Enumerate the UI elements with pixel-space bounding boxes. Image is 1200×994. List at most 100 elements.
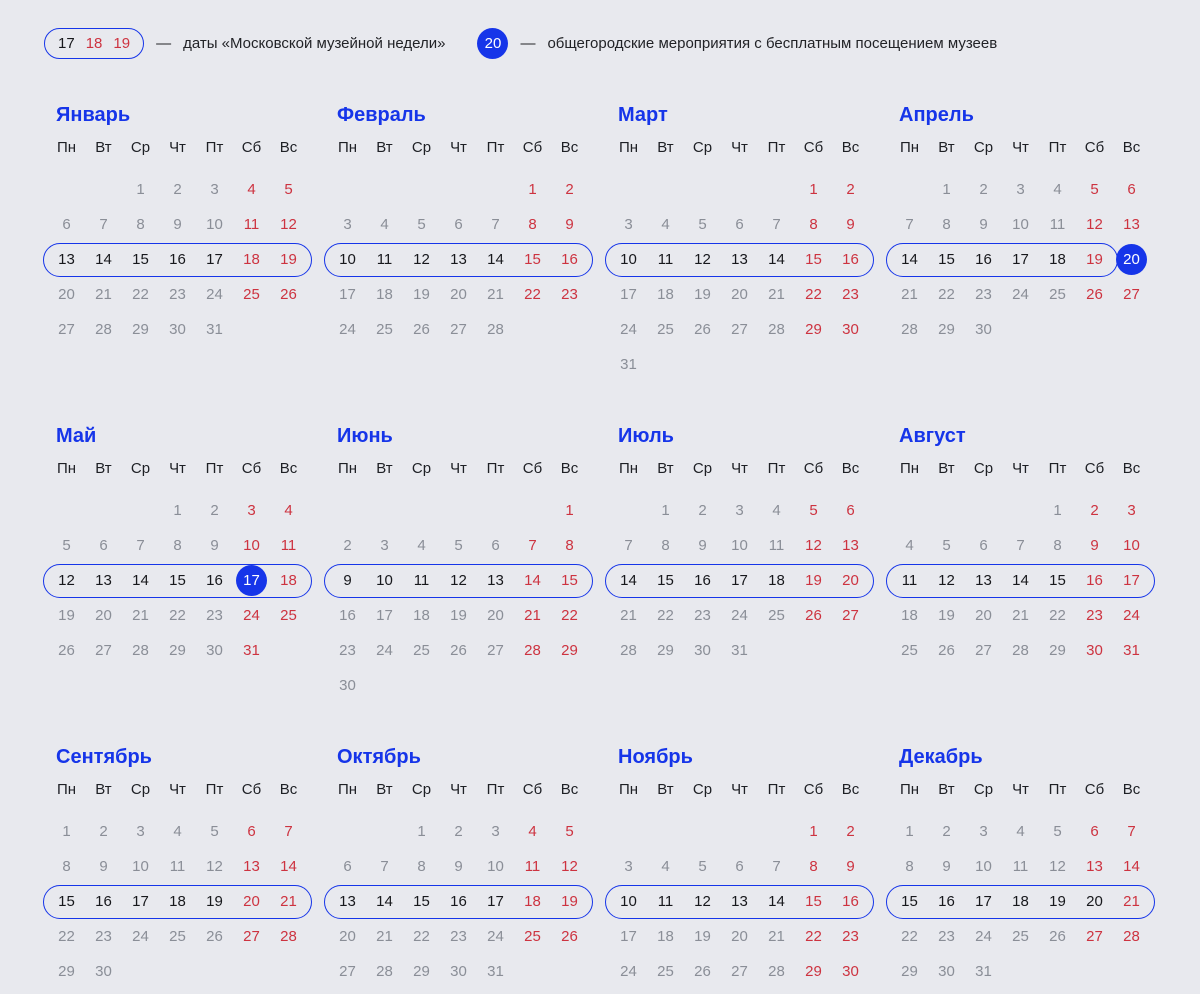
day-cell: 26 <box>694 963 711 980</box>
weekday-label: Сб <box>241 460 262 477</box>
month: Май Пн Вт Ср Чт Пт Сб Вс 1 2 3 4 5 6 7 8 9 10 11 12 13 14 15 16… <box>43 424 312 703</box>
empty-cell <box>758 814 795 849</box>
day-cell: 26 <box>206 928 223 945</box>
day-cell: 29 <box>805 321 822 338</box>
day-cell: 14 <box>768 251 785 268</box>
month: Ноябрь Пн Вт Ср Чт Пт Сб Вс 1 2 3 4 5 6 7 8 9 10 11 12 13 14 1… <box>605 745 874 989</box>
day-cell: 19 <box>58 607 75 624</box>
day-cell: 14 <box>132 572 149 589</box>
day-cell: 27 <box>1086 928 1103 945</box>
day-cell: 13 <box>975 572 992 589</box>
day-cell: 27 <box>731 963 748 980</box>
day-cell: 1 <box>942 181 951 198</box>
weekday-label: Ср <box>973 781 994 798</box>
day-cell: 4 <box>284 502 293 519</box>
day-cell: 8 <box>809 216 818 233</box>
empty-cell <box>514 954 551 989</box>
month: Август Пн Вт Ср Чт Пт Сб Вс 1 2 3 4 5 6 7 8 9 10 11 12 13 14 1… <box>886 424 1155 703</box>
day-cell: 26 <box>1049 928 1066 945</box>
empty-cell <box>440 172 477 207</box>
empty-cell <box>1113 312 1150 347</box>
day-cell: 8 <box>62 858 71 875</box>
day-cell: 6 <box>1090 823 1099 840</box>
day-cell: 15 <box>132 251 149 268</box>
day-cell: 7 <box>136 537 145 554</box>
day-cell: 22 <box>805 928 822 945</box>
day-cell: 8 <box>417 858 426 875</box>
day-cell: 15 <box>805 893 822 910</box>
day-cell: 26 <box>280 286 297 303</box>
weekday-label: Вт <box>95 139 112 156</box>
day-cell: 9 <box>942 858 951 875</box>
day-cell: 24 <box>1123 607 1140 624</box>
day-cell: 18 <box>280 572 297 589</box>
weekday-label: Вт <box>657 139 674 156</box>
day-cell: 16 <box>975 251 992 268</box>
day-cell: 17 <box>620 286 637 303</box>
empty-cell <box>551 954 588 989</box>
day-cell: 7 <box>528 537 537 554</box>
day-cell: 22 <box>805 286 822 303</box>
day-cell: 25 <box>657 321 674 338</box>
day-cell: 2 <box>846 823 855 840</box>
day-cell: 7 <box>1127 823 1136 840</box>
day-cell: 18 <box>768 572 785 589</box>
day-cell: 9 <box>99 858 108 875</box>
month-title: Декабрь <box>899 746 983 768</box>
day-cell: 20 <box>450 286 467 303</box>
empty-cell <box>403 172 440 207</box>
day-cell: 4 <box>1053 181 1062 198</box>
day-cell: 9 <box>1090 537 1099 554</box>
day-cell: 17 <box>376 607 393 624</box>
day-cell: 16 <box>95 893 112 910</box>
weekday-label: Пт <box>205 460 224 477</box>
day-cell: 31 <box>243 642 260 659</box>
sample-weekend-date: 18 <box>85 35 103 52</box>
day-cell: 24 <box>376 642 393 659</box>
weekday-label: Пт <box>486 139 505 156</box>
day-cell: 1 <box>62 823 71 840</box>
day-cell: 7 <box>772 858 781 875</box>
day-cell: 1 <box>661 502 670 519</box>
day-cell: 18 <box>657 286 674 303</box>
day-cell: 14 <box>524 572 541 589</box>
day-cell: 8 <box>809 858 818 875</box>
day-cell: 6 <box>846 502 855 519</box>
day-cell: 8 <box>528 216 537 233</box>
day-cell: 6 <box>343 858 352 875</box>
day-cell: 23 <box>975 286 992 303</box>
sample-weekday-date: 17 <box>58 35 75 52</box>
day-cell: 2 <box>343 537 352 554</box>
day-cell: 5 <box>1053 823 1062 840</box>
empty-cell <box>366 814 403 849</box>
day-cell: 10 <box>487 858 504 875</box>
day-cell: 10 <box>620 251 637 268</box>
day-cell: 20 <box>58 286 75 303</box>
day-cell: 15 <box>561 572 578 589</box>
day-cell: 26 <box>450 642 467 659</box>
day-cell: 11 <box>169 858 186 875</box>
day-cell: 16 <box>169 251 186 268</box>
day-cell: 11 <box>376 251 393 268</box>
day-cell: 26 <box>561 928 578 945</box>
day-cell: 27 <box>95 642 112 659</box>
day-cell: 22 <box>561 607 578 624</box>
day-cell: 15 <box>58 893 75 910</box>
day-cell: 30 <box>95 963 112 980</box>
day-cell: 28 <box>1012 642 1029 659</box>
day-cell: 19 <box>938 607 955 624</box>
day-cell: 23 <box>339 642 356 659</box>
month-title: Ноябрь <box>618 746 693 768</box>
day-cell: 9 <box>210 537 219 554</box>
day-cell: 10 <box>620 893 637 910</box>
day-cell: 23 <box>206 607 223 624</box>
weekday-label: Вт <box>376 139 393 156</box>
day-cell: 10 <box>132 858 149 875</box>
weekday-label: Пн <box>337 781 358 798</box>
day-cell: 18 <box>169 893 186 910</box>
day-cell: 27 <box>450 321 467 338</box>
day-cell: 16 <box>842 893 859 910</box>
day-cell: 26 <box>58 642 75 659</box>
dates-grid: 1 2 3 4 5 6 7 8 9 10 11 12 13 14 15 16 17 18 19 20 21 22 23 24 2… <box>43 493 312 668</box>
day-cell: 5 <box>565 823 574 840</box>
